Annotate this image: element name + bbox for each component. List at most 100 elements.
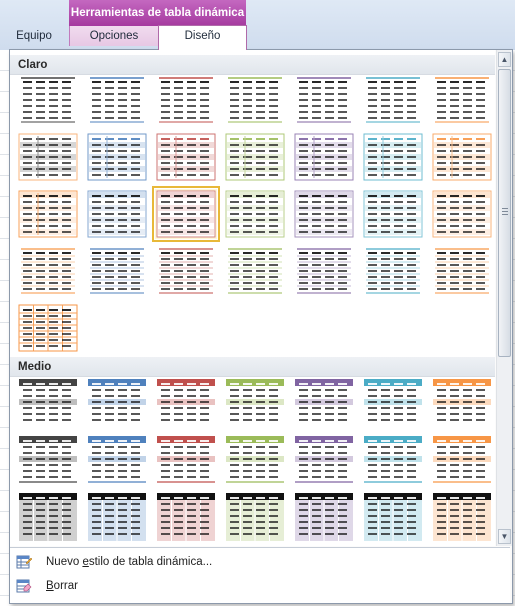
table-style-claro-5-1[interactable] [17, 303, 79, 353]
table-style-medio-3-2[interactable] [86, 491, 148, 541]
tab-opciones[interactable]: Opciones [69, 26, 158, 46]
table-style-preview-icon [225, 190, 285, 238]
table-style-claro-3-5[interactable] [293, 189, 355, 239]
table-style-medio-3-6[interactable] [362, 491, 424, 541]
new-pivot-style-menu-item[interactable]: Nuevo estilo de tabla dinámica... [12, 551, 508, 573]
table-style-claro-4-4[interactable] [224, 246, 286, 296]
table-style-claro-4-5[interactable] [293, 246, 355, 296]
table-style-medio-3-5[interactable] [293, 491, 355, 541]
table-style-preview-icon [87, 190, 147, 238]
table-style-medio-1-4[interactable] [224, 377, 286, 427]
table-style-medio-1-3[interactable] [155, 377, 217, 427]
table-style-preview-icon [156, 133, 216, 181]
table-style-claro-3-1[interactable] [17, 189, 79, 239]
section-title-claro: Claro [10, 55, 495, 75]
table-style-preview-icon [226, 436, 284, 483]
scroll-grip-icon [502, 208, 508, 217]
table-style-medio-2-5[interactable] [293, 434, 355, 484]
table-style-preview-icon [18, 304, 78, 352]
table-style-preview-icon [157, 436, 215, 483]
table-style-preview-icon [21, 77, 75, 123]
table-style-claro-1-5[interactable] [293, 75, 355, 125]
table-style-claro-1-7[interactable] [431, 75, 493, 125]
table-style-claro-3-2[interactable] [86, 189, 148, 239]
table-style-preview-icon [19, 436, 77, 483]
table-style-claro-3-3[interactable] [152, 186, 220, 242]
table-style-medio-1-1[interactable] [17, 377, 79, 427]
gallery-menu: Nuevo estilo de tabla dinámica... Borrar [10, 547, 510, 603]
table-style-preview-icon [432, 190, 492, 238]
table-style-claro-4-6[interactable] [362, 246, 424, 296]
table-style-claro-2-1[interactable] [17, 132, 79, 182]
scroll-down-button[interactable]: ▼ [498, 529, 511, 544]
table-style-preview-icon [90, 77, 144, 123]
table-style-preview-icon [157, 379, 215, 421]
table-style-preview-icon [366, 77, 420, 123]
table-style-medio-3-7[interactable] [431, 491, 493, 541]
table-style-claro-4-2[interactable] [86, 246, 148, 296]
scroll-up-button[interactable]: ▲ [498, 52, 511, 67]
table-style-claro-4-3[interactable] [155, 246, 217, 296]
tab-equipo[interactable]: Equipo [16, 30, 52, 42]
table-style-medio-1-6[interactable] [362, 377, 424, 427]
table-style-preview-icon [19, 493, 77, 541]
table-style-medio-2-3[interactable] [155, 434, 217, 484]
table-style-preview-icon [88, 436, 146, 483]
table-style-preview-icon [226, 379, 284, 421]
table-style-preview-icon [435, 77, 489, 123]
table-style-preview-icon [435, 248, 489, 294]
table-style-preview-icon [90, 248, 144, 294]
pivot-table-tools-header: Herramientas de tabla dinámica [69, 0, 246, 26]
table-style-preview-icon [21, 248, 75, 294]
table-style-medio-3-1[interactable] [17, 491, 79, 541]
scroll-thumb[interactable] [498, 69, 511, 357]
clear-label: Borrar [46, 580, 78, 592]
table-style-preview-icon [433, 493, 491, 541]
table-style-claro-2-7[interactable] [431, 132, 493, 182]
table-style-medio-2-1[interactable] [17, 434, 79, 484]
table-style-preview-icon [88, 379, 146, 421]
table-style-claro-2-4[interactable] [224, 132, 286, 182]
table-style-preview-icon [226, 493, 284, 541]
table-style-claro-3-4[interactable] [224, 189, 286, 239]
table-style-claro-1-2[interactable] [86, 75, 148, 125]
table-style-preview-icon [19, 379, 77, 421]
table-style-claro-4-7[interactable] [431, 246, 493, 296]
clear-menu-item[interactable]: Borrar [12, 575, 508, 597]
table-style-preview-icon [364, 493, 422, 541]
table-style-preview-icon [159, 77, 213, 123]
table-style-claro-2-3[interactable] [155, 132, 217, 182]
table-style-medio-2-4[interactable] [224, 434, 286, 484]
table-style-preview-icon [157, 493, 215, 541]
table-style-medio-1-7[interactable] [431, 377, 493, 427]
table-style-medio-3-3[interactable] [155, 491, 217, 541]
table-style-claro-2-6[interactable] [362, 132, 424, 182]
table-style-preview-icon [294, 190, 354, 238]
tab-diseno[interactable]: Diseño [158, 25, 247, 50]
gallery-scrollbar[interactable]: ▲ ▼ [496, 50, 512, 546]
table-style-medio-2-2[interactable] [86, 434, 148, 484]
table-style-claro-2-2[interactable] [86, 132, 148, 182]
table-style-preview-icon [364, 379, 422, 421]
table-style-preview-icon [228, 77, 282, 123]
table-style-preview-icon [297, 77, 351, 123]
table-style-preview-icon [156, 190, 216, 238]
table-style-preview-icon [363, 133, 423, 181]
new-table-style-icon [16, 555, 32, 569]
table-style-claro-1-3[interactable] [155, 75, 217, 125]
table-style-claro-1-1[interactable] [17, 75, 79, 125]
table-style-claro-1-6[interactable] [362, 75, 424, 125]
table-style-preview-icon [433, 379, 491, 421]
table-style-claro-3-6[interactable] [362, 189, 424, 239]
table-style-preview-icon [87, 133, 147, 181]
table-style-claro-3-7[interactable] [431, 189, 493, 239]
table-style-medio-1-5[interactable] [293, 377, 355, 427]
table-style-medio-3-4[interactable] [224, 491, 286, 541]
table-style-claro-2-5[interactable] [293, 132, 355, 182]
table-style-medio-2-6[interactable] [362, 434, 424, 484]
table-style-claro-1-4[interactable] [224, 75, 286, 125]
table-style-preview-icon [225, 133, 285, 181]
table-style-medio-2-7[interactable] [431, 434, 493, 484]
table-style-claro-4-1[interactable] [17, 246, 79, 296]
table-style-medio-1-2[interactable] [86, 377, 148, 427]
